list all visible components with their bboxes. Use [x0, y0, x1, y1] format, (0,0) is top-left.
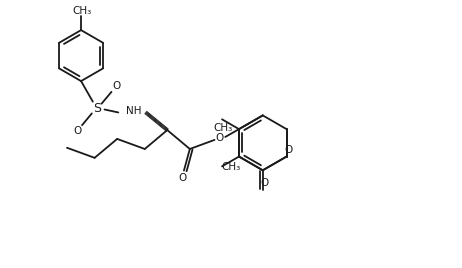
Text: CH₃: CH₃ [221, 162, 241, 172]
Text: O: O [215, 133, 224, 143]
Text: O: O [285, 145, 292, 155]
Text: O: O [112, 81, 121, 91]
Text: O: O [73, 126, 81, 136]
Text: S: S [93, 102, 101, 115]
Text: O: O [179, 173, 187, 183]
Text: CH₃: CH₃ [213, 123, 233, 133]
Text: NH: NH [126, 106, 142, 117]
Text: O: O [261, 178, 269, 188]
Text: CH₃: CH₃ [73, 6, 91, 16]
